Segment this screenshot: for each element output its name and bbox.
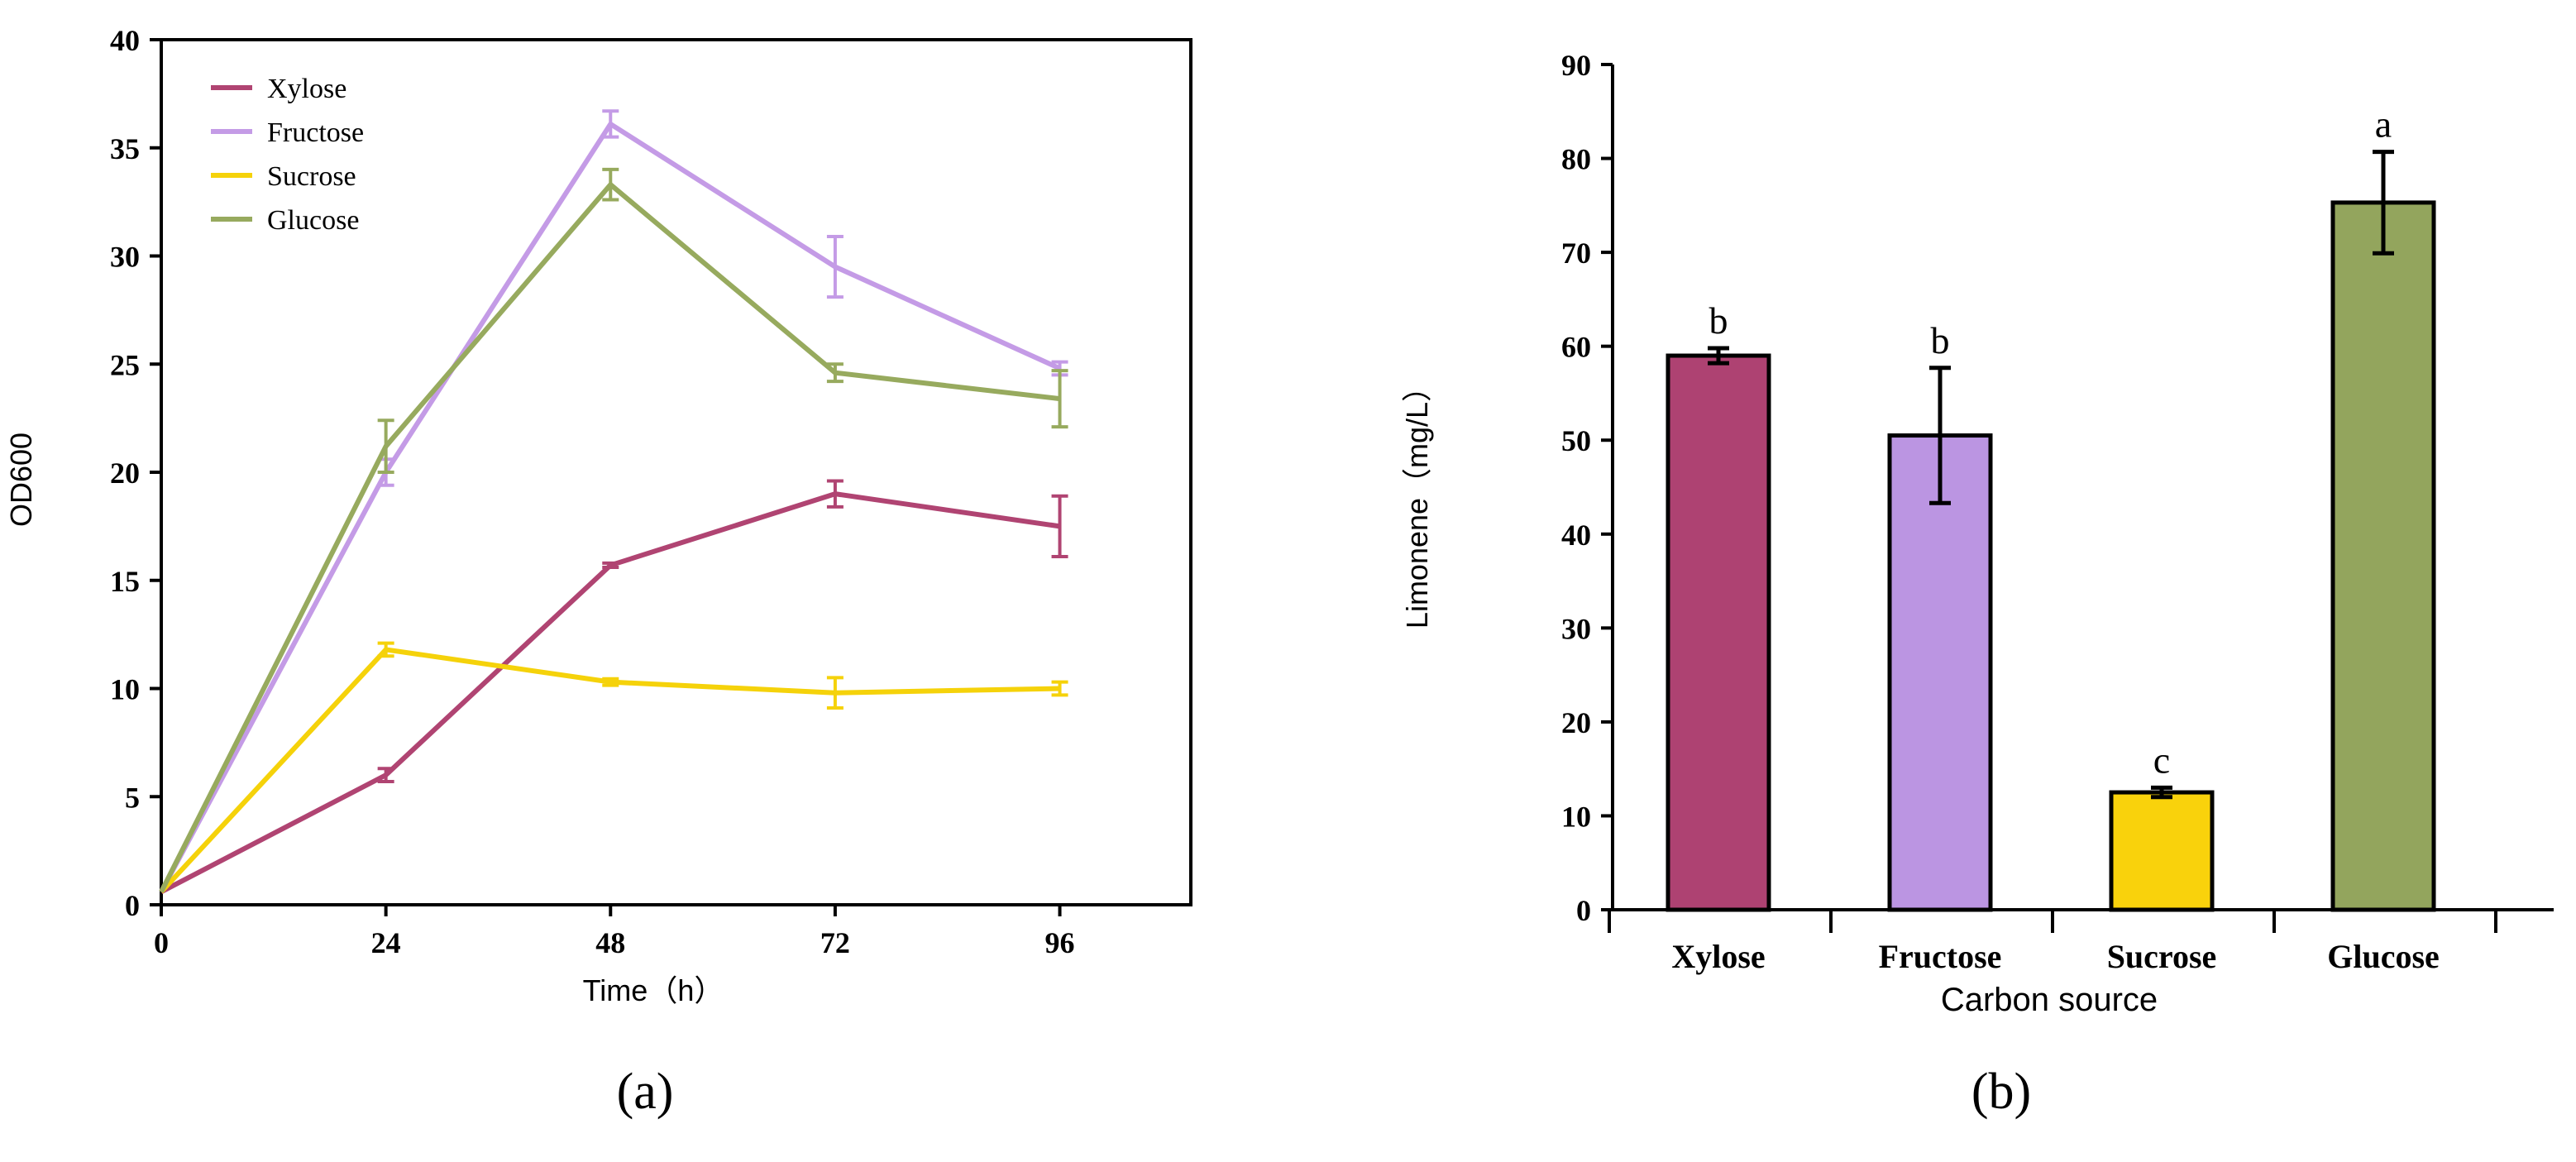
panel-a-x-axis: 0 24 48 72 96 — [154, 905, 1075, 959]
y-tick-label: 80 — [1561, 143, 1591, 176]
y-tick-label: 35 — [110, 132, 140, 165]
category-label: Glucose — [2327, 938, 2440, 975]
y-tick-label: 10 — [1561, 800, 1591, 833]
panel-b-label: (b) — [1971, 1064, 2031, 1120]
category-label: Sucrose — [2107, 938, 2217, 975]
significance-letter: b — [1709, 299, 1728, 342]
y-tick-label: 25 — [110, 348, 140, 381]
legend-label: Xylose — [267, 74, 346, 104]
panel-b-y-axis: 0 10 20 30 40 50 60 70 80 90 — [1561, 49, 1613, 927]
y-tick-label: 50 — [1561, 424, 1591, 457]
panel-a-line-chart: 0 5 10 15 20 25 30 35 40 0 24 48 72 96 Xylose Fructos… — [4, 24, 1192, 1120]
category-label: Xylose — [1671, 938, 1765, 975]
x-tick-label: 0 — [154, 926, 169, 959]
legend-label: Fructose — [267, 117, 364, 148]
panel-b-bar-chart: 0 10 20 30 40 50 60 70 80 90 Xylose Fructose Sucros… — [1400, 49, 2554, 1120]
panel-a-legend: Xylose Fructose Sucrose Glucose — [211, 74, 364, 236]
x-tick-label: 48 — [595, 926, 625, 959]
y-tick-label: 0 — [1576, 894, 1591, 927]
x-tick-label: 96 — [1045, 926, 1075, 959]
y-tick-label: 20 — [1561, 706, 1591, 739]
category-label: Fructose — [1879, 938, 2002, 975]
y-tick-label: 5 — [125, 781, 140, 814]
y-tick-label: 90 — [1561, 49, 1591, 82]
bar-glucose — [2330, 200, 2436, 912]
legend-label: Sucrose — [267, 161, 356, 192]
bar-xylose — [1666, 353, 1771, 912]
series-line-glucose — [159, 182, 1060, 893]
significance-letter: a — [2375, 103, 2392, 146]
panel-b-x-axis: Xylose Fructose Sucrose Glucose — [1608, 910, 2497, 975]
panel-a-label: (a) — [617, 1064, 674, 1120]
legend-label: Glucose — [267, 205, 359, 236]
y-tick-label: 20 — [110, 457, 140, 490]
significance-letter: b — [1931, 319, 1950, 361]
y-tick-label: 40 — [1561, 519, 1591, 552]
panel-a-y-axis: 0 5 10 15 20 25 30 35 40 — [110, 24, 161, 922]
y-tick-label: 40 — [110, 24, 140, 57]
panel-b-bars-group: b b c a — [1666, 103, 2436, 912]
y-tick-label: 70 — [1561, 237, 1591, 270]
panel-b-x-axis-label: Carbon source — [1941, 982, 2158, 1018]
bar-sucrose — [2109, 790, 2215, 912]
bar-fructose — [1887, 433, 1993, 912]
y-tick-label: 10 — [110, 673, 140, 706]
panel-a-x-axis-label: Time（h） — [583, 973, 724, 1007]
y-tick-label: 0 — [125, 889, 140, 922]
x-tick-label: 24 — [371, 926, 401, 959]
panel-a-series-group — [159, 109, 1068, 894]
y-tick-label: 30 — [110, 241, 140, 274]
y-tick-label: 15 — [110, 565, 140, 598]
y-tick-label: 60 — [1561, 331, 1591, 364]
y-tick-label: 30 — [1561, 612, 1591, 645]
panel-a-y-axis-label: OD600 — [4, 433, 38, 527]
significance-letter: c — [2153, 739, 2170, 781]
panel-b-y-axis-label: Limonene（mg/L） — [1400, 372, 1434, 629]
x-tick-label: 72 — [820, 926, 850, 959]
